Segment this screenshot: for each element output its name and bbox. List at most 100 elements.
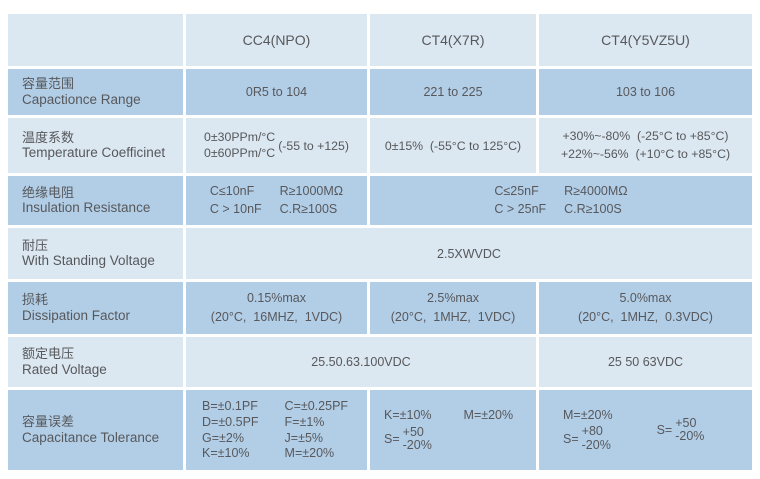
tolerance-npo-grid: B=±0.1PF C=±0.25PF D=±0.5PF F=±1% G=±2% … — [202, 399, 348, 461]
cell-temperature-y5v: +30%~-80% (-25°C to +85°C) +22%~-56% (+1… — [539, 118, 752, 173]
dissipation-y5v-conditions: (20°C, 1MHZ, 0.3VDC) — [578, 310, 713, 324]
cell-withstanding-voltage-merged: 2.5XWVDC — [186, 228, 752, 279]
row-label-insulation-resistance: 绝缘电阻 Insulation Resistance — [8, 176, 183, 225]
capacitance-range-x7r-value: 221 to 225 — [423, 85, 483, 99]
tolerance-npo-item: B=±0.1PF — [202, 399, 258, 413]
header-cc4-npo: CC4(NPO) — [186, 14, 367, 66]
tolerance-x7r-s-label: S= — [384, 432, 400, 446]
insulation-npo-grid: C≤10nF R≥1000MΩ C > 10nF C.R≥100S — [210, 184, 343, 217]
tolerance-x7r-s-fraction: S= +50 -20% — [384, 424, 432, 452]
dissipation-npo-lines: 0.15%max (20°C, 16MHZ, 1VDC) — [211, 289, 342, 327]
dissipation-npo-max: 0.15%max — [246, 291, 307, 306]
cell-tolerance-x7r: K=±10% M=±20% S= +50 -20% — [370, 390, 536, 470]
row-label-capacitance-range-en: Capactionce Range — [22, 91, 141, 107]
temperature-npo-line1: 0±30PPm/°C — [204, 129, 276, 144]
tolerance-npo-item: C=±0.25PF — [284, 399, 349, 413]
row-label-rated-voltage-zh: 额定电压 — [22, 346, 75, 362]
row-label-capacitance-tolerance: 容量误差 Capacitance Tolerance — [8, 390, 183, 470]
temperature-npo-line2: 0±60PPm/°C — [204, 145, 276, 160]
row-label-insulation-resistance-en: Insulation Resistance — [22, 200, 151, 216]
tolerance-npo-item: G=±2% — [202, 430, 244, 445]
cell-insulation-npo: C≤10nF R≥1000MΩ C > 10nF C.R≥100S — [186, 176, 367, 225]
tolerance-y5v-s2-bottom: -20% — [675, 429, 705, 443]
tolerance-x7r-km-line: K=±10% M=±20% — [384, 408, 513, 422]
dissipation-y5v-lines: 5.0%max (20°C, 1MHZ, 0.3VDC) — [578, 289, 713, 327]
tolerance-y5v-s1-stack: +80 -20% — [582, 425, 611, 451]
row-label-dissipation-factor-en: Dissipation Factor — [22, 307, 131, 323]
tolerance-y5v-s1-label: S= — [563, 431, 579, 446]
row-label-temperature-coefficient: 温度系数 Temperature Coefficinet — [8, 118, 183, 173]
header-empty-cell — [8, 14, 183, 66]
row-label-temperature-coefficient-en: Temperature Coefficinet — [22, 145, 166, 161]
tolerance-npo-item: M=±20% — [284, 446, 335, 461]
temperature-x7r-value: 0±15% (-55°C to 125°C) — [384, 138, 522, 153]
temperature-y5v-line2: +22%~-56% (+10°C to +85°C) — [560, 146, 731, 161]
cell-insulation-x7r-y5v-merged: C≤25nF R≥4000MΩ C > 25nF C.R≥100S — [370, 176, 752, 225]
cell-dissipation-npo: 0.15%max (20°C, 16MHZ, 1VDC) — [186, 282, 367, 334]
row-label-withstanding-voltage: 耐压 With Standing Voltage — [8, 228, 183, 279]
tolerance-npo-item: J=±5% — [284, 430, 324, 445]
tolerance-npo-item: F=±1% — [284, 414, 325, 429]
row-label-capacitance-tolerance-zh: 容量误差 — [22, 414, 75, 430]
tolerance-npo-item: K=±10% — [202, 446, 250, 461]
tolerance-y5v-s1-fraction: S= +80 -20% — [563, 425, 611, 451]
tolerance-x7r-m: M=±20% — [463, 407, 514, 422]
temperature-y5v-lines: +30%~-80% (-25°C to +85°C) +22%~-56% (+1… — [561, 128, 730, 164]
header-ct4-x7r: CT4(X7R) — [370, 14, 536, 66]
tolerance-x7r-s-top: +50 — [402, 424, 424, 439]
row-label-rated-voltage: 额定电压 Rated Voltage — [8, 337, 183, 387]
temperature-npo-ppm-lines: 0±30PPm/°C 0±60PPm/°C — [204, 130, 275, 162]
tolerance-npo-item: D=±0.5PF — [202, 414, 259, 429]
cell-capacitance-range-x7r: 221 to 225 — [370, 69, 536, 115]
row-label-capacitance-range: 容量范围 Capactionce Range — [8, 69, 183, 115]
insulation-npo-cond2: C > 10nF — [209, 201, 262, 216]
header-ct4-x7r-label: CT4(X7R) — [421, 32, 485, 48]
tolerance-y5v-left-group: M=±20% S= +80 -20% — [563, 408, 613, 451]
tolerance-x7r-k: K=±10% — [384, 407, 432, 422]
cell-dissipation-x7r: 2.5%max (20°C, 1MHZ, 1VDC) — [370, 282, 536, 334]
insulation-merged-spec1: R≥4000MΩ — [564, 183, 628, 198]
cell-temperature-x7r: 0±15% (-55°C to 125°C) — [370, 118, 536, 173]
row-label-rated-voltage-en: Rated Voltage — [22, 361, 107, 377]
cell-tolerance-y5v: M=±20% S= +80 -20% S= +50 -20% — [539, 390, 752, 470]
capacitor-spec-table: CC4(NPO) CT4(X7R) CT4(Y5VZ5U) 容量范围 Capac… — [8, 14, 752, 470]
temperature-npo-range: (-55 to +125) — [278, 138, 349, 153]
row-label-dissipation-factor-zh: 损耗 — [22, 292, 49, 308]
cell-dissipation-y5v: 5.0%max (20°C, 1MHZ, 0.3VDC) — [539, 282, 752, 334]
cell-rated-voltage-npo-x7r-merged: 25.50.63.100VDC — [186, 337, 536, 387]
tolerance-y5v-s2-label: S= — [656, 423, 673, 437]
insulation-merged-cond2: C > 25nF — [494, 201, 547, 216]
cell-rated-voltage-y5v: 25 50 63VDC — [539, 337, 752, 387]
capacitance-range-y5v-value: 103 to 106 — [615, 85, 676, 99]
header-cc4-npo-label: CC4(NPO) — [242, 32, 311, 48]
rated-voltage-y5v-value: 25 50 63VDC — [607, 355, 684, 369]
dissipation-x7r-lines: 2.5%max (20°C, 1MHZ, 1VDC) — [391, 289, 515, 327]
tolerance-y5v-s2-stack: +50 -20% — [675, 416, 705, 443]
header-ct4-y5vz5u: CT4(Y5VZ5U) — [539, 14, 752, 66]
dissipation-y5v-max: 5.0%max — [619, 291, 672, 306]
capacitance-range-npo-value: 0R5 to 104 — [245, 85, 308, 99]
row-label-dissipation-factor: 损耗 Dissipation Factor — [8, 282, 183, 334]
insulation-npo-cond1: C≤10nF — [209, 183, 255, 198]
cell-capacitance-range-y5v: 103 to 106 — [539, 69, 752, 115]
dissipation-x7r-max: 2.5%max — [426, 291, 480, 306]
insulation-merged-spec2: C.R≥100S — [564, 201, 622, 216]
rated-voltage-npo-x7r-value: 25.50.63.100VDC — [311, 355, 411, 369]
tolerance-y5v-s2-fraction: S= +50 -20% — [656, 416, 705, 443]
cell-temperature-npo: 0±30PPm/°C 0±60PPm/°C (-55 to +125) — [186, 118, 367, 173]
insulation-npo-spec1: R≥1000MΩ — [279, 183, 344, 198]
row-label-capacitance-tolerance-en: Capacitance Tolerance — [22, 429, 160, 445]
dissipation-npo-conditions: (20°C, 16MHZ, 1VDC) — [210, 310, 343, 324]
cell-tolerance-npo: B=±0.1PF C=±0.25PF D=±0.5PF F=±1% G=±2% … — [186, 390, 367, 470]
tolerance-x7r-s-stack: +50 -20% — [402, 424, 432, 452]
row-label-temperature-coefficient-zh: 温度系数 — [22, 129, 75, 145]
temperature-y5v-line1: +30%~-80% (-25°C to +85°C) — [562, 128, 729, 143]
insulation-merged-cond1: C≤25nF — [494, 183, 539, 198]
insulation-npo-spec2: C.R≥100S — [279, 201, 338, 216]
row-label-capacitance-range-zh: 容量范围 — [22, 76, 75, 92]
row-label-insulation-resistance-zh: 绝缘电阻 — [22, 184, 75, 200]
dissipation-x7r-conditions: (20°C, 1MHZ, 1VDC) — [390, 310, 516, 324]
tolerance-x7r-s-bottom: -20% — [402, 438, 432, 452]
row-label-withstanding-voltage-zh: 耐压 — [22, 237, 49, 253]
cell-capacitance-range-npo: 0R5 to 104 — [186, 69, 367, 115]
